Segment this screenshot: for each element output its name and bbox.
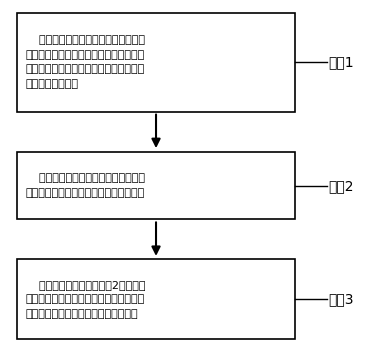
Text: 进行故障处理，基于步骤2生成的故
障策略进行遥控执行并辅助相应结果显示
，达到快速隔离故障和恢复供电的目的: 进行故障处理，基于步骤2生成的故 障策略进行遥控执行并辅助相应结果显示 ，达到快… <box>25 280 145 319</box>
Text: 进行故障策略生成，主站生成两个或
两个以上事故隔离和恢复供电的操作方案: 进行故障策略生成，主站生成两个或 两个以上事故隔离和恢复供电的操作方案 <box>25 174 145 198</box>
Bar <box>18 259 294 339</box>
Text: 步骤1: 步骤1 <box>328 55 354 69</box>
Text: 步骤2: 步骤2 <box>328 179 354 193</box>
Text: 进行故障定位，根据各配电终端或故
障指示器检测到的故障信息，结合变电站
的故障信息，启动故障处理程序，确定故
障类型和发生位置: 进行故障定位，根据各配电终端或故 障指示器检测到的故障信息，结合变电站 的故障信… <box>25 36 145 89</box>
Bar <box>18 13 294 112</box>
Text: 步骤3: 步骤3 <box>328 293 354 307</box>
Bar <box>18 152 294 220</box>
